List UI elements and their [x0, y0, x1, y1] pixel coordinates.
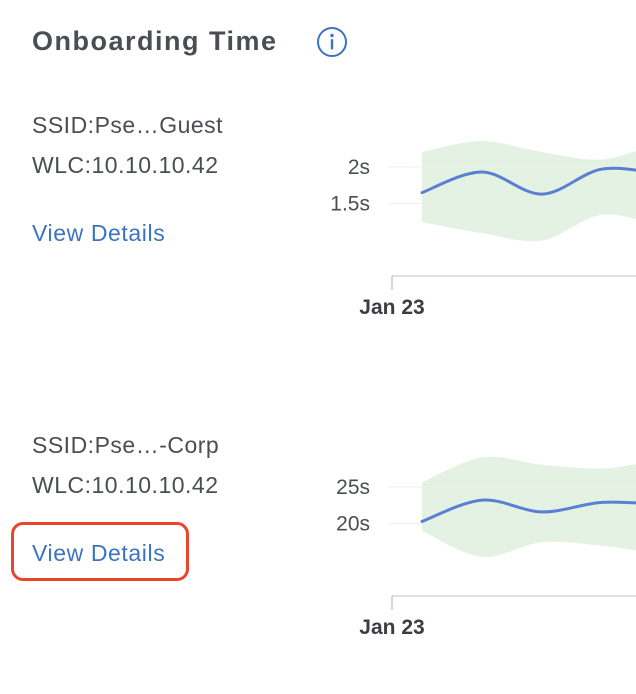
chart-svg: 2s 1.5s Jan 23 [330, 141, 636, 319]
onboarding-chart-2: 25s 20s Jan 23 [300, 450, 636, 640]
page-title: Onboarding Time [32, 26, 278, 56]
y-tick-label: 1.5s [330, 193, 370, 216]
chart-svg: 25s 20s Jan 23 [336, 456, 636, 639]
x-tick-label: Jan 23 [359, 296, 424, 319]
onboarding-chart-1: 2s 1.5s Jan 23 [300, 130, 636, 320]
wlc-label: WLC:10.10.10.42 [32, 152, 219, 178]
ssid-label: SSID:Pse…Guest [32, 112, 224, 138]
info-circle-icon[interactable] [316, 26, 348, 58]
confidence-band [422, 456, 636, 557]
series-line [420, 166, 636, 196]
view-details-link[interactable]: View Details [32, 540, 166, 566]
view-details-link[interactable]: View Details [32, 220, 166, 246]
x-tick-label: Jan 23 [359, 616, 424, 639]
y-tick-label: 25s [336, 476, 370, 499]
ssid-label: SSID:Pse…-Corp [32, 432, 220, 458]
y-tick-label: 20s [336, 513, 370, 536]
wlc-label: WLC:10.10.10.42 [32, 472, 219, 498]
y-tick-label: 2s [348, 156, 370, 179]
series-line [420, 498, 636, 523]
